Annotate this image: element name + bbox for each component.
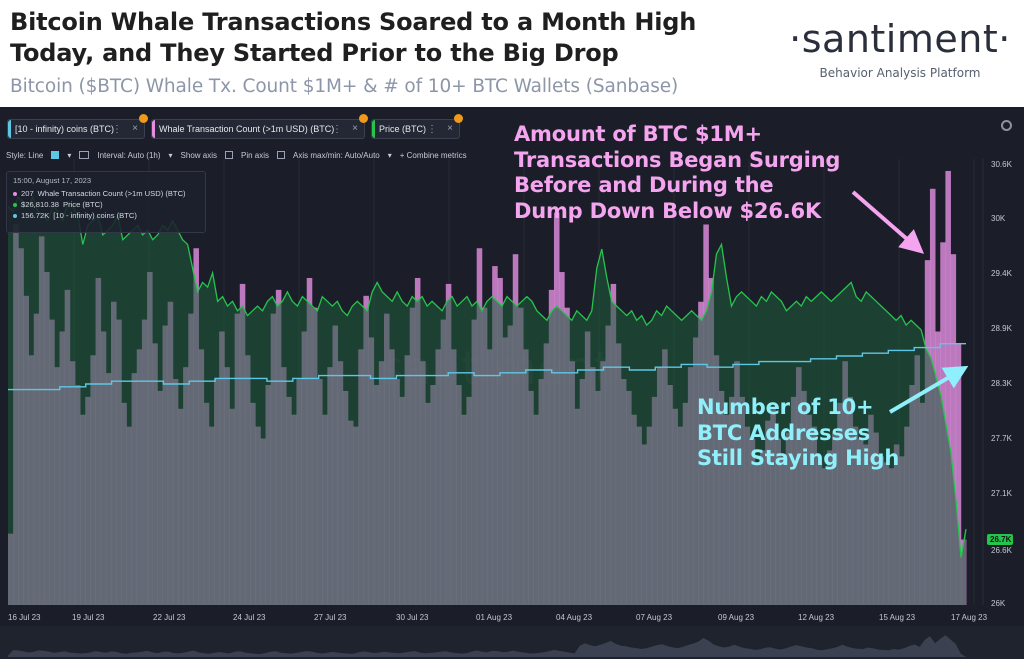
interval-selector[interactable]: Interval: Auto (1h) (97, 150, 161, 160)
metric-tag-whale-tx-label: Whale Transaction Count (>1m USD) (BTC) (159, 124, 335, 134)
y-tick-label: 29.4K (991, 269, 1013, 278)
calendar-icon (79, 151, 90, 159)
axis-minmax-selector[interactable]: Axis max/min: Auto/Auto (293, 150, 380, 160)
headline-line-2: Today, and They Started Prior to the Big… (10, 39, 619, 67)
y-tick-label: 27.7K (991, 434, 1013, 443)
alert-badge-icon[interactable] (359, 114, 368, 123)
caret-icon[interactable]: ▾ (168, 150, 173, 160)
x-tick-label: 30 Jul 23 (396, 613, 429, 622)
annotation-line: Still Staying High (697, 446, 900, 470)
caret-icon[interactable]: ▾ (67, 150, 72, 160)
y-tick-label: 28.9K (991, 324, 1013, 333)
style-selector[interactable]: Style: Line (6, 150, 44, 160)
close-icon[interactable]: × (352, 123, 358, 134)
pin-axis-toggle[interactable]: Pin axis (241, 150, 270, 160)
headline-line-1: Bitcoin Whale Transactions Soared to a M… (10, 8, 697, 36)
metric-tag-price[interactable]: Price (BTC) ⋮ × (371, 114, 463, 139)
chart-subtitle: Bitcoin ($BTC) Whale Tx. Count $1M+ & # … (10, 76, 679, 97)
x-tick-label: 07 Aug 23 (636, 613, 673, 622)
holders-color-bar (8, 120, 11, 138)
hover-tooltip: 15:00, August 17, 2023 207 Whale Transac… (6, 171, 206, 233)
x-tick-label: 09 Aug 23 (718, 613, 755, 622)
tooltip-label: Price (BTC) (63, 200, 103, 209)
tooltip-date: 15:00, August 17, 2023 (13, 176, 92, 185)
tooltip-value: 207 (21, 189, 34, 198)
current-price-label: 26.7K (990, 535, 1012, 544)
y-axis: 30.6K 30K 29.4K 28.9K 28.3K 27.7K 27.1K 26.6K 26… (982, 159, 1013, 608)
x-tick-label: 27 Jul 23 (314, 613, 347, 622)
alert-badge-icon[interactable] (139, 114, 148, 123)
annotation-whale-surge: Amount of BTC $1M+ Transactions Began Su… (514, 122, 874, 224)
whale-tx-bar (950, 254, 957, 605)
x-tick-label: 22 Jul 23 (153, 613, 186, 622)
y-tick-label: 30.6K (991, 160, 1013, 169)
x-tick-label: 01 Aug 23 (476, 613, 513, 622)
close-icon[interactable]: × (132, 123, 138, 134)
price-area (8, 197, 966, 605)
x-tick-label: 19 Jul 23 (72, 613, 105, 622)
brand-name: ·santiment· (789, 17, 1011, 61)
pin-axis-checkbox[interactable] (277, 151, 286, 159)
annotation-holders-high: Number of 10+ BTC Addresses Still Stayin… (697, 395, 927, 472)
metric-tag-whale-tx[interactable]: Whale Transaction Count (>1m USD) (BTC) … (151, 114, 368, 139)
more-icon[interactable]: ⋮ (427, 124, 437, 135)
x-tick-label: 17 Aug 23 (951, 613, 988, 622)
settings-gear-icon[interactable] (1001, 120, 1012, 131)
y-tick-label: 30K (991, 214, 1006, 223)
combine-metrics-button[interactable]: + Combine metrics (399, 150, 467, 160)
tooltip-row: 156.72K [10 - infinity) coins (BTC) (13, 211, 199, 220)
whale-tx-dot-icon (13, 191, 17, 196)
x-tick-label: 12 Aug 23 (798, 613, 835, 622)
tooltip-row: 207 Whale Transaction Count (>1m USD) (B… (13, 189, 199, 198)
price-dot-icon (13, 202, 17, 207)
tooltip-label: [10 - infinity) coins (BTC) (53, 211, 137, 220)
metric-tag-holders[interactable]: [10 - infinity) coins (BTC) ⋮ × (7, 114, 148, 139)
y-tick-label: 26K (991, 599, 1006, 608)
annotation-line: Amount of BTC $1M+ (514, 122, 762, 146)
current-price-badge (987, 534, 1013, 545)
y-tick-label: 27.1K (991, 489, 1013, 498)
holders-dot-icon (13, 213, 17, 218)
x-tick-label: 04 Aug 23 (556, 613, 593, 622)
tooltip-label: Whale Transaction Count (>1m USD) (BTC) (37, 189, 186, 198)
x-tick-label: 24 Jul 23 (233, 613, 266, 622)
show-axis-toggle[interactable]: Show axis (180, 150, 218, 160)
annotation-line: Transactions Began Surging (514, 147, 841, 172)
range-navigator (0, 626, 1024, 659)
whale-tx-color-bar (152, 120, 155, 138)
x-tick-label: 15 Aug 23 (879, 613, 916, 622)
y-tick-label: 28.3K (991, 379, 1013, 388)
brand-tagline: Behavior Analysis Platform (819, 66, 981, 80)
annotation-line: BTC Addresses (697, 420, 871, 445)
caret-icon[interactable]: ▾ (387, 150, 392, 160)
navigator-sparkline (8, 635, 966, 657)
close-icon[interactable]: × (447, 123, 453, 134)
metric-tag-holders-label: [10 - infinity) coins (BTC) (15, 124, 115, 134)
color-swatch-icon[interactable] (51, 151, 60, 159)
chart-toolbar: Style: Line ▾ Interval: Auto (1h) ▾ Show… (6, 148, 467, 162)
holders-line (8, 343, 966, 391)
tooltip-value: $26,810.38 (21, 200, 60, 209)
annotation-line: Number of 10+ (697, 395, 874, 419)
annotation-line: Before and During the (514, 173, 774, 197)
tooltip-row: $26,810.38 Price (BTC) (13, 200, 199, 209)
price-color-bar (372, 120, 375, 138)
x-axis: 16 Jul 23 19 Jul 23 22 Jul 23 24 Jul 23 27 J… (8, 613, 988, 622)
tooltip-value: 156.72K (21, 211, 50, 220)
annotation-line: Dump Down Below $26.6K (514, 198, 822, 223)
metric-tag-price-label: Price (BTC) (379, 124, 426, 134)
holders-series (8, 343, 966, 391)
more-icon[interactable]: ⋮ (112, 124, 122, 135)
y-tick-label: 26.6K (991, 546, 1013, 555)
alert-badge-icon[interactable] (454, 114, 463, 123)
show-axis-checkbox[interactable] (225, 151, 234, 159)
x-tick-label: 16 Jul 23 (8, 613, 41, 622)
brand-logo: ·santiment· Behavior Analysis Platform (786, 16, 1014, 80)
more-icon[interactable]: ⋮ (332, 124, 342, 135)
whale-tx-bar (955, 343, 962, 605)
